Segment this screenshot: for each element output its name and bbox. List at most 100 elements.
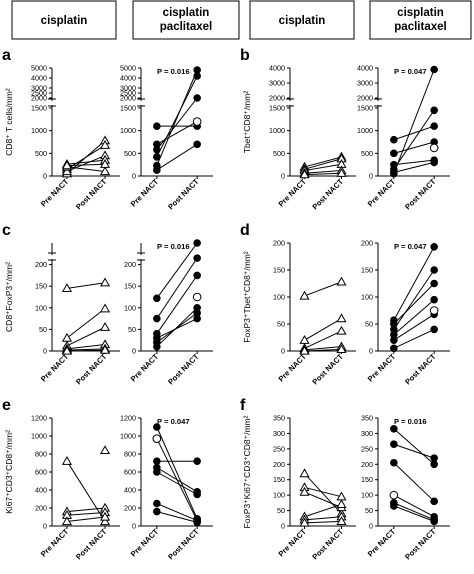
panel-c-R-pair-line [156,242,198,299]
panel-d-R-pair-line [393,313,435,341]
panel-d-L-pair-line [304,281,342,297]
panel-f-R-x-category-label: Post NACT [403,527,438,562]
panel-d-R-point-post-open [429,306,439,315]
panel-e-letter: e [2,397,11,414]
panel-f-L-point-post [336,499,347,509]
panel-c-L-x-category-label: Pre NACT [39,352,71,384]
panel-e-R-point-pre [153,423,161,431]
panel-a-L-point-pre [61,160,73,170]
panel-d-L-pair-line [304,318,342,341]
panel-a-L-y-tick-label: 2500 [31,89,47,98]
panel-e-L-y-tick-label: 200 [35,504,47,513]
panel-b-R-p-value: P = 0.047 [394,67,427,76]
panel-f-R-point-pre [389,490,399,500]
panel-c-L-y-tick-label: 200 [35,260,47,269]
panel-b-L-y-tick-label: 4000 [269,64,285,73]
panel-d-R-point-pre [390,344,398,353]
panel-f-y-axis-label: FoxP3⁺Ki67⁺CD3⁺CD8⁺/mm² [242,415,252,528]
panel-d-L-point-pre [299,345,310,355]
column-header-text: cisplatin [41,15,88,27]
panel-a-L-y-tick-label: 1000 [31,126,47,135]
panel-b-R-point-pre [390,135,398,144]
panel-d-R-y-tick-label: 50 [365,320,373,329]
panel-b-y-axis-label: Tbet⁺CD8⁺/mm² [242,91,252,154]
panel-c-R-y-tick-label: 100 [124,303,136,312]
panel-f-L-y-tick-label: 50 [277,506,285,515]
panel-f-R-x-category-label: Pre NACT [366,527,398,559]
panel-e-R-y-tick-label: 1000 [120,432,136,441]
panel-e-R-point-post [193,457,201,466]
panel-f-L-pair-line [304,491,342,508]
panel-b-L-pair-line [304,163,342,172]
panel-a-R-x-category-label: Pre NACT [129,177,161,209]
panel-d-L-point-post [336,325,347,335]
panel-a-R-point-pre [153,153,161,161]
panel-f-R-y-tick-label: 100 [361,491,373,500]
panel-c-L-pair-line [66,348,106,351]
panel-c-L-y-tick-label: 100 [35,303,47,312]
panel-c-R-point-post-open [192,292,202,302]
column-header-text: paclitaxel [160,21,212,33]
panel-b-L-pair-line [304,156,342,168]
panel-c-R-point-pre [153,314,161,323]
panel-f-R-point-post [430,517,438,526]
panel-f-R-pair-line [393,494,435,518]
panel-c-R-point-post [193,271,201,280]
panel-a-R-point-post [193,140,201,149]
panel-b-L-y-tick-label: 2000 [269,94,285,103]
panel-b-L-pair-line [304,172,342,176]
panel-f-L-y-tick-label: 0 [281,522,285,531]
panel-e-L-x-category-label: Post NACT [74,527,109,562]
panel-b-R-pair-line [393,161,435,173]
column-header-box [11,0,117,40]
panel-e-R-point-pre [153,507,161,516]
panel-b-R-pair-line [393,69,435,174]
panel-a-R-y-tick-label: 1000 [120,126,136,135]
panel-c-L-pair-line [66,344,106,350]
panel-d-L-y-tick-label: 0 [281,347,285,356]
panel-e-L-y-tick-label: 1200 [31,414,47,423]
panel-b-R-point-post [430,65,438,74]
panel-e-R-pair-line [156,426,198,520]
panel-e-R-p-value: P = 0.047 [157,417,190,426]
panel-c-R-axis-break-gap [137,255,145,259]
panel-d-R-y-tick-label: 200 [361,239,373,248]
panel-f-R-pair-line [393,462,435,502]
panel-f-R-p-value: P = 0.016 [394,417,427,426]
panel-e-L-pair-line [66,516,106,522]
panel-a-L-y-tick-label: 0 [43,172,47,181]
panel-a-L-x-category-label: Post NACT [74,177,109,212]
panel-e-L-y-tick-label: 1000 [31,432,47,441]
panel-d-L-point-pre [299,290,310,300]
panel-d-R-point-post [430,266,438,274]
panel-b-R-point-post-open [429,143,439,153]
panel-c-L-axis-break-gap [48,255,56,259]
panel-c-R-point-pre [153,338,161,347]
panel-e-L-point-pre [61,455,73,465]
panel-c-R-pair-line [156,275,198,335]
panel-e-L-point-post-extra [99,445,111,455]
panel-f-R-point-pre [390,425,398,433]
panel-a-L-point-post [99,159,111,168]
panel-f-L-pair-line [304,520,342,524]
panel-d-R-x-category-label: Pre NACT [366,352,398,384]
column-header-3: cisplatin [249,0,355,40]
panel-d-letter: d [240,222,250,239]
panel-e-L-y-tick-label: 800 [35,450,47,459]
panel-b-R-pair-line [393,141,435,154]
panel-d-R-point-pre [390,320,398,328]
panel-f-L-pair-line [304,516,342,521]
column-header-text: cisplatin [163,7,210,19]
panel-b: bTbet⁺CD8⁺/mm²400030002000150010005000Pr… [240,47,450,211]
panel-b-R-point-pre [390,160,398,169]
panel-e-L-pair-line [66,512,106,516]
panel-c-R-point-post [193,309,201,317]
panel-d-L-x-category-label: Post NACT [310,352,345,387]
panel-c-R-x-category-label: Post NACT [166,352,201,387]
panel-f-R-point-post [430,460,438,469]
panel-a-R-y-tick-label: 0 [132,172,136,181]
column-header-4: cisplatin paclitaxel [369,0,472,40]
